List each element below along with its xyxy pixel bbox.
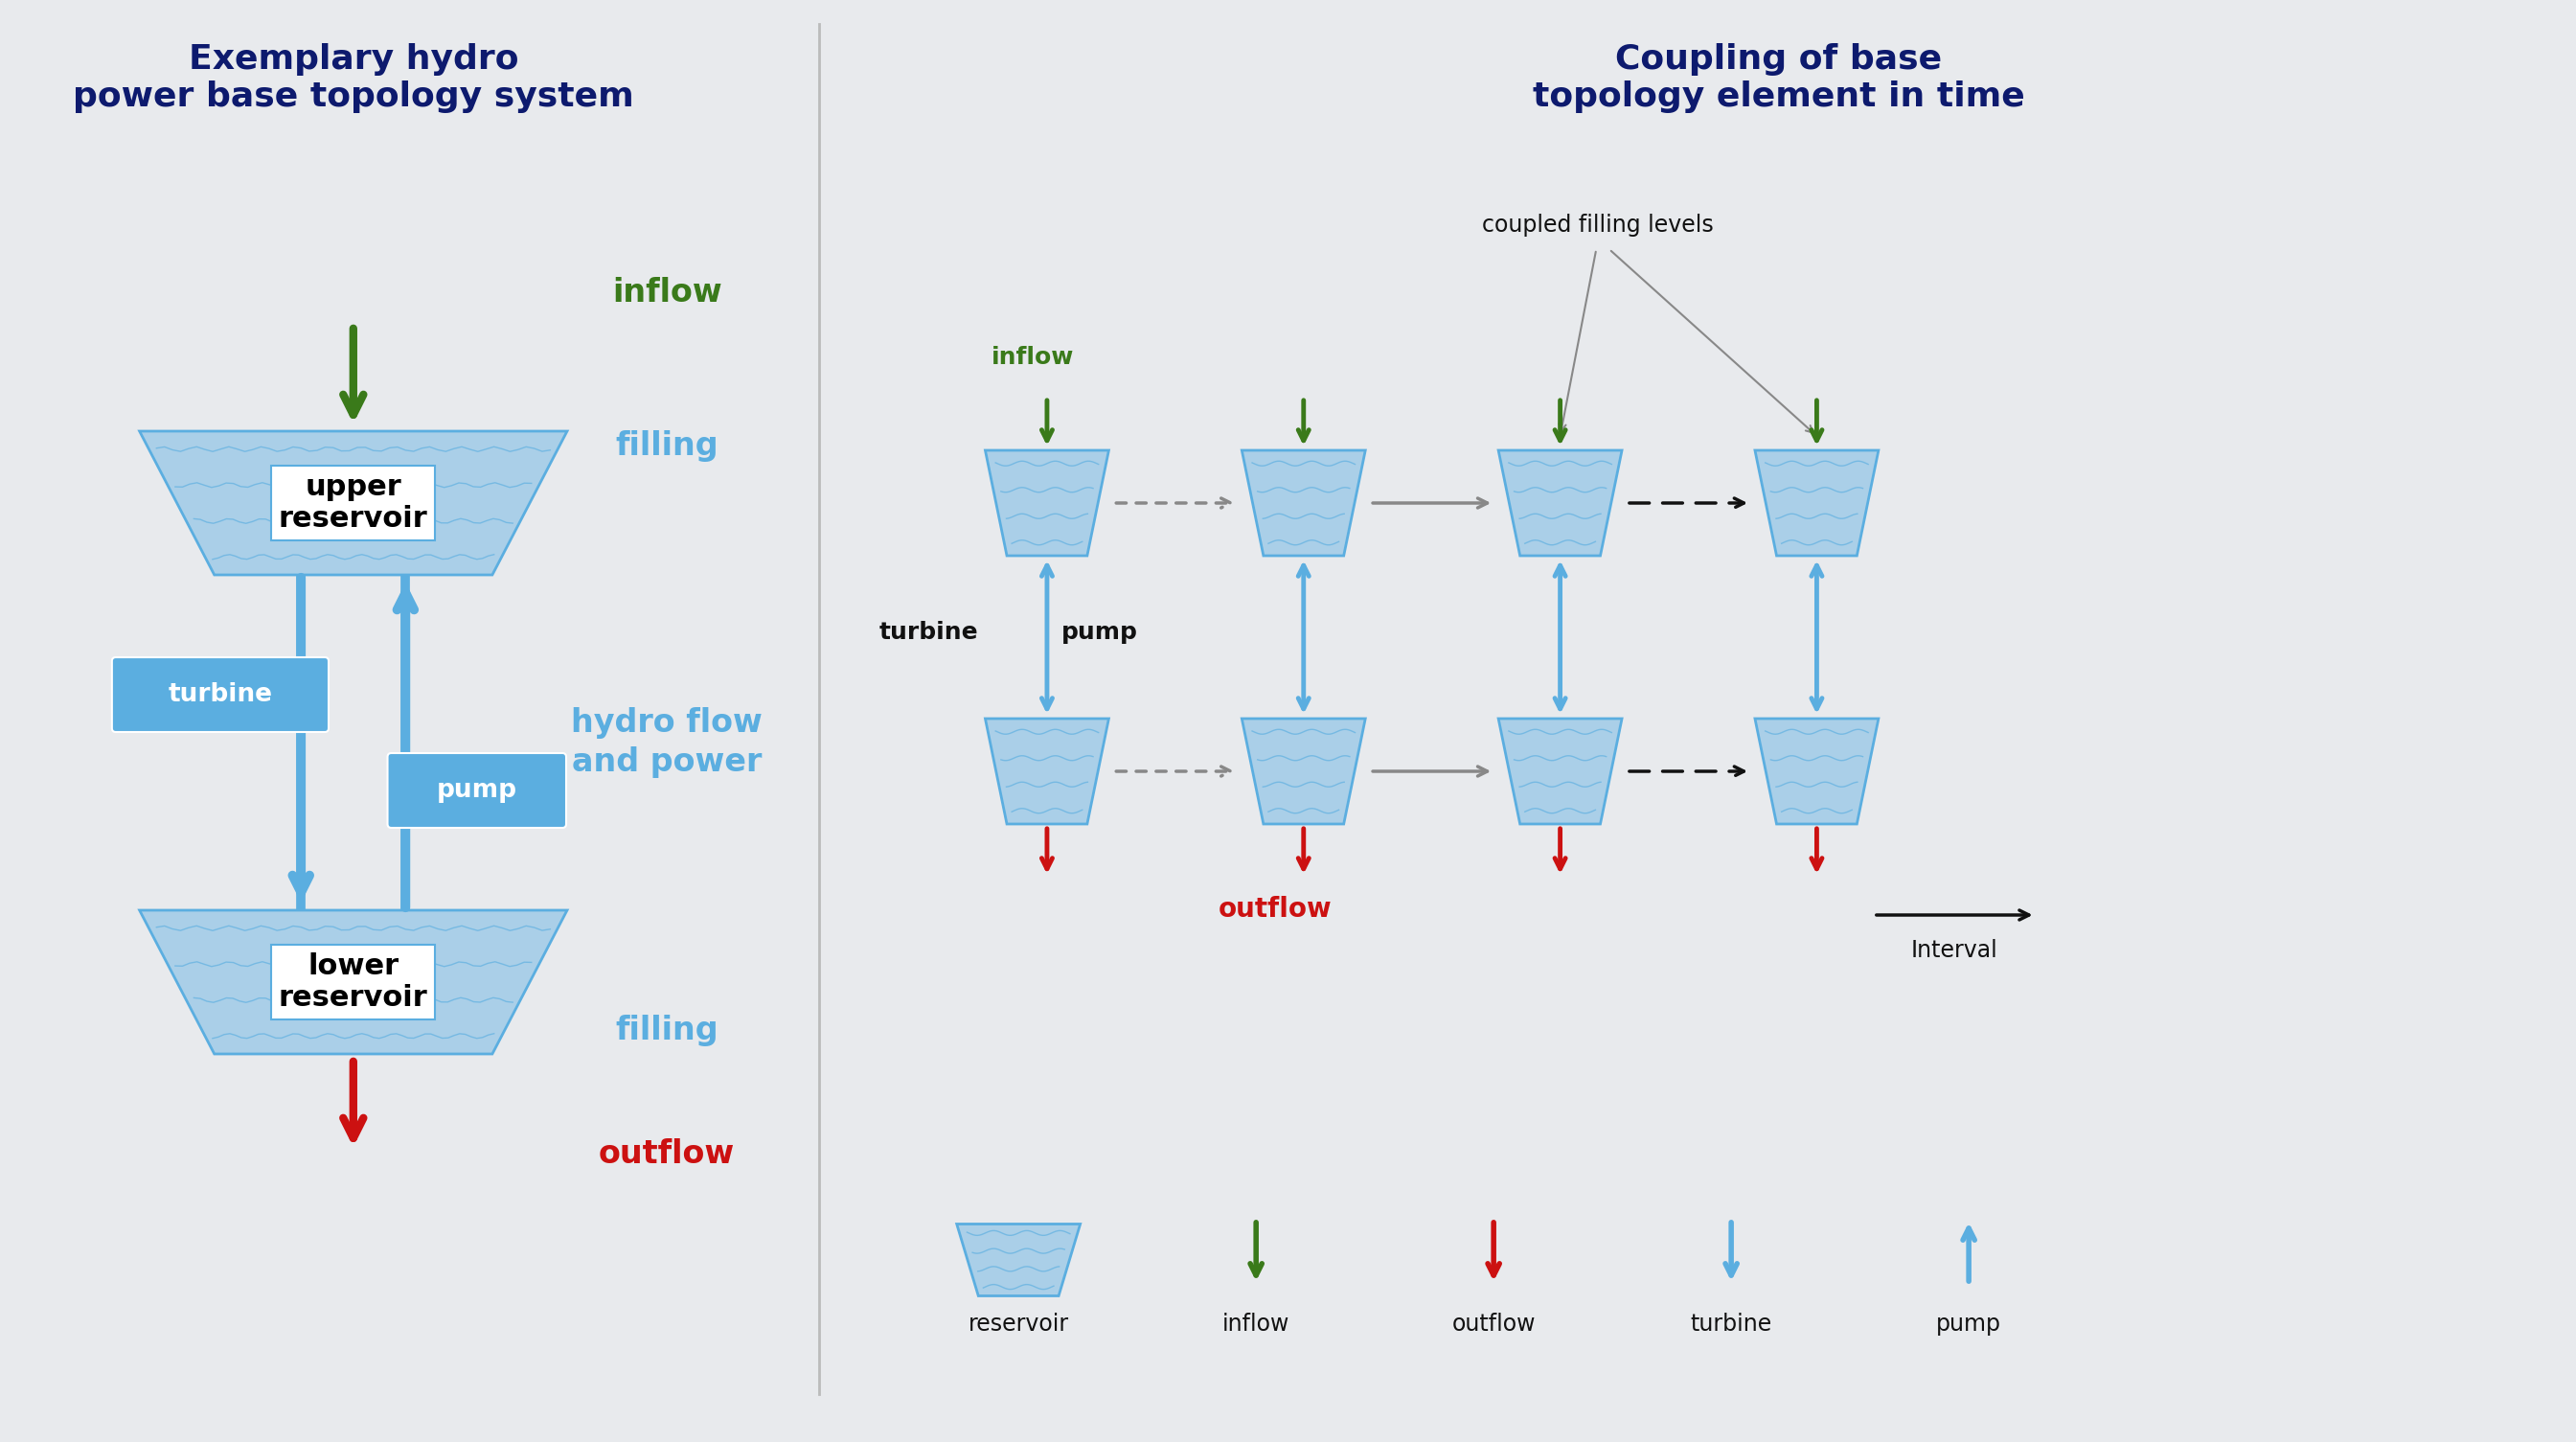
Polygon shape [1499,718,1623,823]
Polygon shape [984,450,1108,555]
Text: turbine: turbine [878,622,979,645]
Text: inflow: inflow [992,346,1074,369]
Polygon shape [1242,718,1365,823]
Text: outflow: outflow [1218,895,1332,923]
Text: outflow: outflow [1453,1312,1535,1335]
Text: lower
reservoir: lower reservoir [278,952,428,1012]
Text: upper
reservoir: upper reservoir [278,473,428,534]
Polygon shape [1499,450,1623,555]
Text: inflow: inflow [613,277,721,309]
Text: Exemplary hydro
power base topology system: Exemplary hydro power base topology syst… [72,43,634,114]
Polygon shape [139,910,567,1054]
Text: reservoir: reservoir [969,1312,1069,1335]
Text: pump: pump [1937,1312,2002,1335]
Polygon shape [1754,718,1878,823]
Text: turbine: turbine [1690,1312,1772,1335]
Text: inflow: inflow [1224,1312,1291,1335]
Text: pump: pump [1061,622,1139,645]
Polygon shape [1754,450,1878,555]
Polygon shape [139,431,567,575]
Text: turbine: turbine [167,682,273,707]
Polygon shape [956,1224,1079,1296]
Text: pump: pump [435,779,518,803]
Text: coupled filling levels: coupled filling levels [1481,213,1713,236]
Polygon shape [1242,450,1365,555]
Text: filling: filling [616,430,719,461]
Text: filling: filling [616,1014,719,1045]
Polygon shape [984,718,1108,823]
Text: outflow: outflow [598,1139,734,1171]
Text: hydro flow
and power: hydro flow and power [572,707,762,777]
FancyBboxPatch shape [111,658,330,733]
Text: Coupling of base
topology element in time: Coupling of base topology element in tim… [1533,43,2025,114]
FancyBboxPatch shape [386,753,567,828]
Text: Interval: Interval [1911,939,1999,962]
